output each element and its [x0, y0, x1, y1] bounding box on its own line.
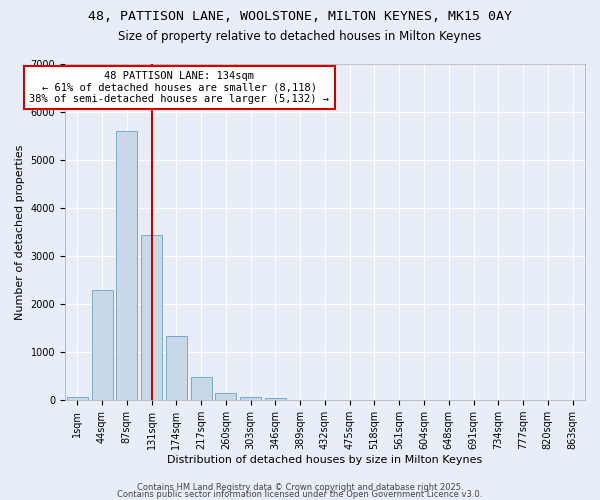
- Bar: [141, 234, 162, 400]
- Bar: [166, 336, 187, 400]
- Text: 48 PATTISON LANE: 134sqm
← 61% of detached houses are smaller (8,118)
38% of sem: 48 PATTISON LANE: 134sqm ← 61% of detach…: [29, 70, 329, 104]
- Text: 48, PATTISON LANE, WOOLSTONE, MILTON KEYNES, MK15 0AY: 48, PATTISON LANE, WOOLSTONE, MILTON KEY…: [88, 10, 512, 23]
- Text: Size of property relative to detached houses in Milton Keynes: Size of property relative to detached ho…: [118, 30, 482, 43]
- Bar: [92, 290, 113, 400]
- Bar: [116, 131, 137, 400]
- Y-axis label: Number of detached properties: Number of detached properties: [15, 144, 25, 320]
- Bar: [265, 398, 286, 400]
- Bar: [67, 397, 88, 400]
- Text: Contains HM Land Registry data © Crown copyright and database right 2025.: Contains HM Land Registry data © Crown c…: [137, 484, 463, 492]
- Bar: [191, 377, 212, 400]
- Bar: [215, 393, 236, 400]
- Bar: [240, 397, 261, 400]
- Text: Contains public sector information licensed under the Open Government Licence v3: Contains public sector information licen…: [118, 490, 482, 499]
- X-axis label: Distribution of detached houses by size in Milton Keynes: Distribution of detached houses by size …: [167, 455, 482, 465]
